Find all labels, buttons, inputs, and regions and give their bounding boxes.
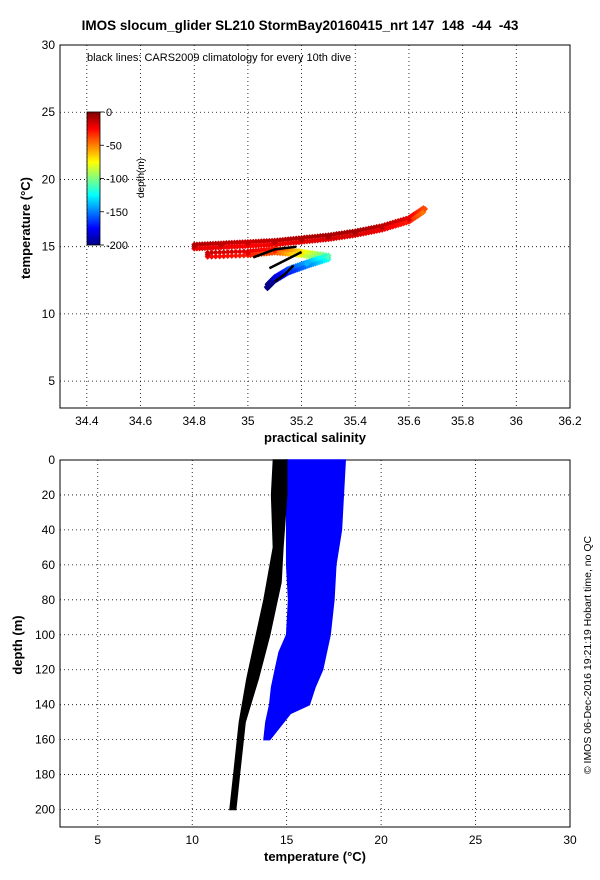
profile-y-label: depth (m) [10,615,25,674]
ts-glider-point [320,251,327,258]
ts-glider-point [228,252,235,259]
ts-annotation: black lines: CARS2009 climatology for ev… [87,52,351,64]
ts-glider-point [236,248,243,255]
ts-glider-point [204,251,211,258]
profile-y-tick-label: 0 [48,453,55,467]
profile-y-tick-label: 200 [35,803,55,817]
profile-y-tick-label: 40 [42,523,56,537]
profile-y-tick-label: 140 [35,698,55,712]
ts-glider-point [232,252,239,259]
ts-glider-point [271,239,278,246]
ts-glider-point [216,253,223,260]
ts-x-tick-label: 36.2 [558,414,582,428]
profile-y-tick-label: 80 [42,593,56,607]
ts-glider-point [220,253,227,260]
ts-glider-point [208,249,215,256]
ts-glider-point [216,249,223,256]
ts-glider-points [191,205,429,292]
ts-glider-point [224,249,231,256]
ts-glider-point [298,236,305,243]
ts-glider-point [232,248,239,255]
profile-x-label: temperature (°C) [264,849,366,864]
ts-x-ticks: 34.4 34.6 34.8 35 35.2 35.4 35.6 35.8 36 36.2 [75,414,582,428]
ts-x-tick-label: 34.6 [129,414,153,428]
ts-glider-point [244,250,251,257]
ts-glider-point [325,254,332,261]
profile-x-tick-label: 10 [186,833,200,847]
ts-glider-point [236,252,243,259]
ts-y-tick-label: 15 [42,240,56,254]
colorbar-ticks: 0 -50 -100 -150 -200 [100,107,128,252]
colorbar-tick-label: -50 [106,140,122,152]
profile-y-tick-label: 100 [35,628,55,642]
ts-climatology-lines [252,245,303,283]
ts-x-tick-label: 35.4 [344,414,368,428]
ts-x-tick-label: 35.2 [290,414,314,428]
ts-x-tick-label: 36 [510,414,524,428]
profile-y-tick-label: 120 [35,663,55,677]
ts-glider-point [224,253,231,260]
ts-y-tick-label: 5 [48,374,55,388]
profile-x-ticks: 5 10 15 20 25 30 [94,833,577,847]
ts-x-tick-label: 35.6 [397,414,421,428]
ts-glider-point [218,242,225,249]
ts-y-tick-label: 30 [42,38,56,52]
ts-glider-point [314,250,321,257]
profile-y-tick-label: 60 [42,558,56,572]
profile-x-tick-label: 20 [374,833,388,847]
profile-series [229,459,346,811]
ts-glider-point [325,234,332,241]
profile-x-tick-label: 25 [469,833,483,847]
ts-plot-frame [59,44,571,409]
profile-y-tick-label: 20 [42,488,56,502]
ts-x-tick-label: 35.8 [451,414,475,428]
ts-y-tick-label: 25 [42,105,56,119]
ts-x-tick-label: 34.8 [183,414,207,428]
ts-glider-point [244,240,251,247]
profile-x-tick-label: 30 [563,833,577,847]
ts-glider-point [212,253,219,260]
ts-glider-point [228,248,235,255]
colorbar [86,111,101,246]
ts-glider-point [405,216,412,223]
ts-y-label: temperature (°C) [18,177,33,279]
ts-grid [60,45,570,408]
colorbar-tick-label: 0 [106,107,112,119]
colorbar-tick-label: -150 [106,207,128,219]
profile-envelope-climatology [229,459,288,811]
ts-x-tick-label: 35 [241,414,255,428]
profile-x-tick-label: 5 [94,833,101,847]
colorbar-tick-label: -100 [106,174,128,186]
profile-grid [60,460,570,827]
ts-glider-point [303,261,310,268]
ts-glider-point [220,249,227,256]
profile-envelope-glider [263,459,346,741]
profile-y-tick-label: 160 [35,733,55,747]
colorbar-label: depth(m) [136,158,147,198]
ts-glider-point [263,284,270,290]
ts-x-label: practical salinity [264,430,367,445]
colorbar-tick-label: -200 [106,240,128,252]
ts-glider-point [352,230,359,237]
ts-glider-point [212,249,219,256]
ts-y-tick-label: 20 [42,172,56,186]
ts-y-ticks: 5 10 15 20 25 30 [42,38,56,388]
ts-glider-point [422,206,429,213]
ts-glider-point [191,243,198,250]
profile-y-ticks: 0 20 40 60 80 100 120 140 160 180 200 [35,453,55,817]
ts-glider-point [240,252,247,259]
ts-glider-point [379,224,386,231]
chart-title: IMOS slocum_glider SL210 StormBay2016041… [81,18,519,33]
ts-climatology-line [268,250,303,270]
ts-climatology-line [252,245,297,259]
ts-y-tick-label: 10 [42,307,56,321]
profile-x-tick-label: 15 [280,833,294,847]
ts-climatology-line [273,264,295,283]
ts-x-tick-label: 34.4 [75,414,99,428]
profile-y-tick-label: 180 [35,768,55,782]
